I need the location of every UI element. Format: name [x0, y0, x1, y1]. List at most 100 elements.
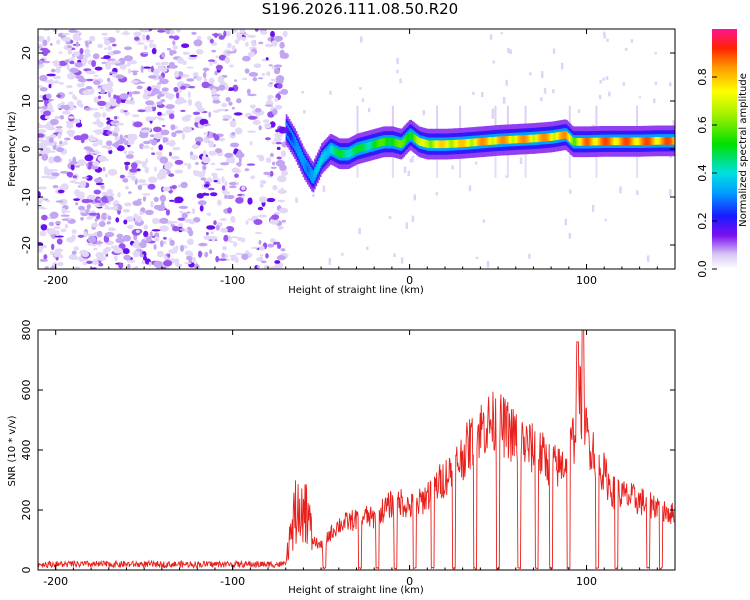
noise-blob [81, 57, 88, 64]
ridge-cell [530, 134, 533, 143]
noise-blob [169, 49, 174, 56]
noise-blob [41, 153, 49, 161]
noise-blob [229, 142, 240, 148]
noise-blob [42, 60, 51, 64]
noise-blob [203, 77, 208, 82]
noise-blob [122, 178, 129, 183]
ridge-cell [434, 140, 437, 149]
noise-blob [154, 166, 157, 172]
noise-blob [72, 33, 81, 40]
noise-blob [229, 156, 236, 164]
noise-blob [122, 234, 132, 242]
noise-blob [44, 166, 48, 173]
ridge-cell [544, 133, 547, 142]
noise-dot [407, 170, 410, 176]
ridge-cell [350, 148, 353, 156]
noise-blob [78, 205, 85, 211]
ridge-cell [522, 135, 524, 143]
noise-blob [162, 186, 171, 192]
noise-blob [107, 77, 111, 83]
ridge-cell [390, 138, 393, 146]
ridge-cell [326, 148, 329, 157]
noise-blob [127, 68, 131, 74]
noise-blob [46, 199, 50, 203]
noise-blob [177, 223, 184, 228]
noise-blob [42, 39, 48, 47]
noise-blob [201, 170, 206, 175]
noise-blob [274, 97, 279, 102]
noise-blob [264, 104, 273, 107]
noise-blob [142, 66, 152, 69]
noise-blob [69, 180, 77, 184]
noise-blob [209, 249, 213, 254]
ridge-cell [496, 136, 499, 145]
noise-blob [250, 40, 256, 44]
colorbar-tick-label: 0.4 [696, 164, 709, 182]
noise-blob [79, 48, 84, 55]
noise-blob [39, 74, 48, 82]
noise-blob [122, 248, 130, 255]
noise-blob [96, 118, 101, 123]
streak [506, 105, 509, 135]
noise-blob [275, 136, 280, 142]
noise-blob [171, 185, 177, 189]
noise-blob [234, 173, 239, 178]
noise-blob [121, 64, 131, 67]
ridge-cell [667, 137, 670, 145]
noise-blob [226, 194, 235, 200]
noise-blob [123, 254, 131, 261]
noise-blob [199, 118, 209, 126]
noise-blob [94, 241, 104, 244]
noise-blob [127, 224, 134, 230]
noise-blob [123, 110, 128, 113]
noise-blob [208, 187, 215, 191]
ridge-cell [410, 131, 413, 139]
ridge-cell [571, 137, 574, 145]
noise-blob [280, 88, 289, 95]
ridge-cell [614, 137, 616, 146]
streak [436, 153, 439, 178]
noise-blob [271, 161, 276, 166]
noise-blob [202, 71, 207, 78]
noise-blob [179, 244, 185, 252]
noise-blob [233, 241, 238, 247]
x-tick-label: 0 [406, 274, 413, 287]
noise-blob [236, 161, 242, 167]
ridge-cell [578, 138, 581, 146]
ridge-cell [384, 138, 387, 146]
ridge-cell [295, 142, 298, 151]
noise-blob [252, 77, 258, 82]
ridge-cell [510, 135, 513, 144]
ridge-cell [575, 138, 578, 146]
noise-blob [93, 111, 101, 119]
noise-blob [76, 31, 82, 35]
ridge-cell [323, 151, 326, 160]
noise-blob [72, 175, 78, 179]
noise-blob [193, 217, 201, 223]
noise-blob [281, 219, 286, 223]
noise-blob [140, 129, 150, 133]
ridge-cell [479, 138, 482, 146]
noise-blob [234, 39, 240, 45]
noise-blob [259, 180, 267, 185]
noise-blob [72, 257, 80, 260]
noise-blob [201, 81, 210, 89]
noise-dot [646, 255, 650, 262]
spectrogram-marks [38, 29, 675, 269]
ridge-cell [457, 139, 459, 148]
ridge-cell [498, 136, 500, 145]
noise-blob [43, 254, 48, 260]
streak [356, 153, 359, 178]
noise-blob [41, 214, 48, 221]
ridge-cell [505, 136, 507, 144]
noise-blob [136, 42, 145, 45]
noise-blob [220, 227, 228, 233]
ridge-cell [488, 137, 490, 145]
ridge-cell [483, 137, 486, 146]
noise-blob [91, 259, 99, 265]
noise-blob [277, 175, 287, 183]
noise-blob [49, 211, 59, 219]
noise-blob [50, 118, 59, 126]
noise-blob [207, 212, 212, 216]
noise-blob [256, 265, 260, 269]
